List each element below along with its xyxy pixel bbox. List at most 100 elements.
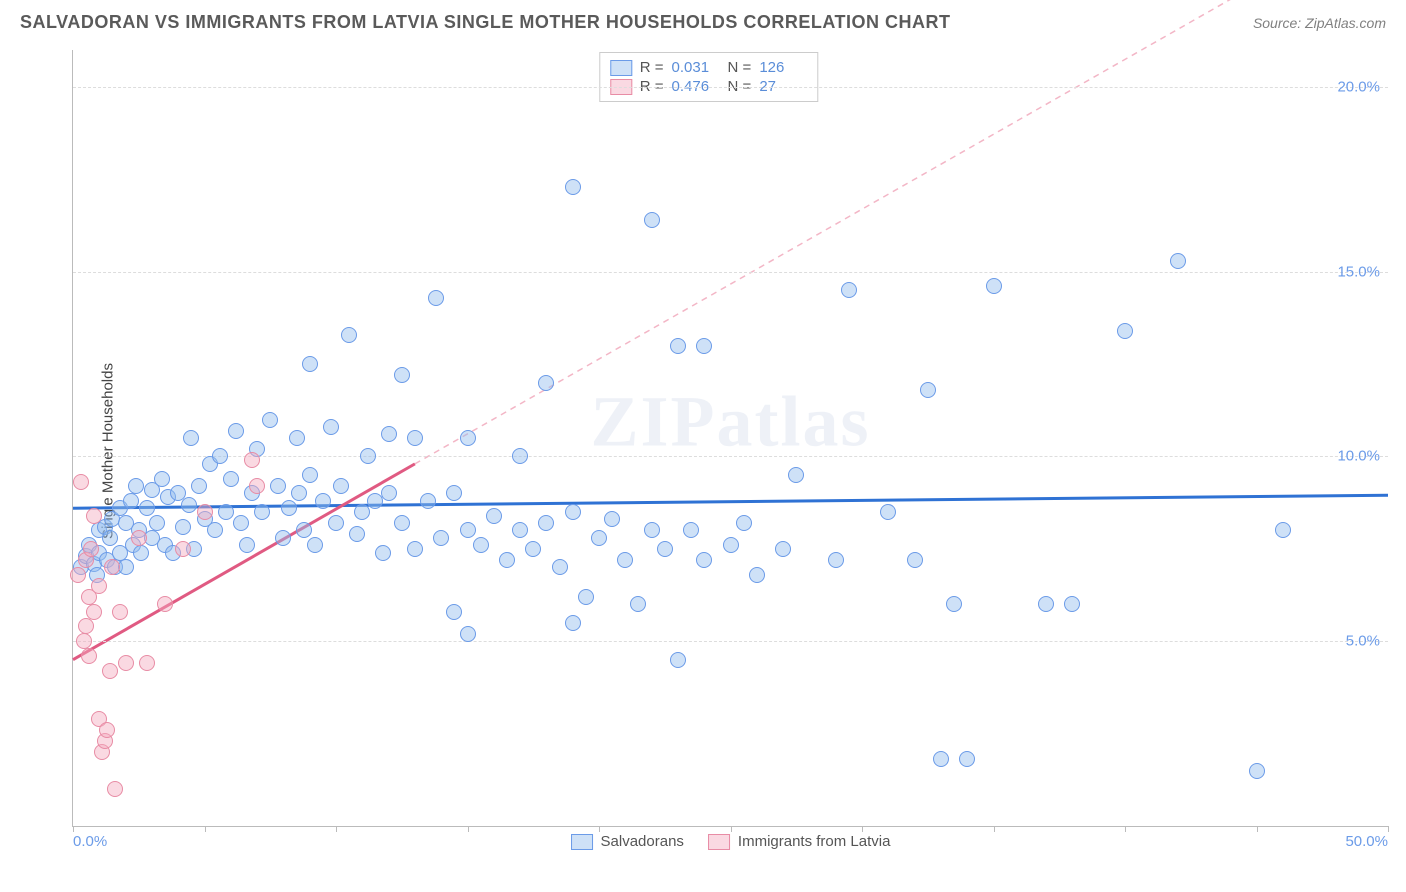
scatter-point	[1117, 323, 1133, 339]
scatter-point	[407, 541, 423, 557]
scatter-point	[394, 515, 410, 531]
scatter-point	[986, 278, 1002, 294]
scatter-point	[407, 430, 423, 446]
scatter-point	[1038, 596, 1054, 612]
scatter-point	[644, 522, 660, 538]
scatter-point	[139, 655, 155, 671]
scatter-point	[670, 338, 686, 354]
scatter-point	[578, 589, 594, 605]
scatter-point	[118, 655, 134, 671]
chart-header: SALVADORAN VS IMMIGRANTS FROM LATVIA SIN…	[0, 0, 1406, 41]
gridline-h	[73, 87, 1388, 88]
scatter-point	[670, 652, 686, 668]
scatter-point	[102, 530, 118, 546]
scatter-point	[723, 537, 739, 553]
scatter-point	[197, 504, 213, 520]
scatter-point	[112, 604, 128, 620]
scatter-point	[270, 478, 286, 494]
scatter-point	[328, 515, 344, 531]
scatter-point	[281, 500, 297, 516]
scatter-point	[133, 545, 149, 561]
scatter-point	[131, 530, 147, 546]
scatter-point	[1249, 763, 1265, 779]
x-tick	[336, 826, 337, 832]
scatter-point	[486, 508, 502, 524]
scatter-point	[604, 511, 620, 527]
scatter-point	[102, 663, 118, 679]
scatter-point	[302, 467, 318, 483]
scatter-point	[394, 367, 410, 383]
scatter-point	[920, 382, 936, 398]
x-tick	[862, 826, 863, 832]
scatter-point	[212, 448, 228, 464]
scatter-point	[275, 530, 291, 546]
scatter-point	[420, 493, 436, 509]
scatter-point	[565, 615, 581, 631]
scatter-point	[86, 508, 102, 524]
scatter-point	[73, 474, 89, 490]
scatter-point	[428, 290, 444, 306]
scatter-point	[630, 596, 646, 612]
scatter-point	[460, 626, 476, 642]
scatter-point	[70, 567, 86, 583]
scatter-point	[262, 412, 278, 428]
scatter-point	[1170, 253, 1186, 269]
scatter-point	[341, 327, 357, 343]
trend-line	[415, 0, 1388, 464]
scatter-point	[657, 541, 673, 557]
scatter-point	[460, 522, 476, 538]
legend-r-value: 0.031	[672, 59, 720, 76]
scatter-point	[473, 537, 489, 553]
scatter-point	[323, 419, 339, 435]
chart-container: Single Mother Households ZIPatlas R =0.0…	[50, 50, 1388, 852]
scatter-point	[552, 559, 568, 575]
scatter-point	[538, 375, 554, 391]
scatter-point	[644, 212, 660, 228]
scatter-point	[880, 504, 896, 520]
scatter-point	[76, 633, 92, 649]
legend-n-value: 126	[759, 59, 807, 76]
legend-series-label: Immigrants from Latvia	[738, 833, 891, 850]
scatter-point	[749, 567, 765, 583]
scatter-point	[128, 478, 144, 494]
legend-series-item: Immigrants from Latvia	[708, 833, 891, 850]
scatter-point	[512, 522, 528, 538]
scatter-point	[157, 596, 173, 612]
scatter-point	[446, 485, 462, 501]
scatter-point	[239, 537, 255, 553]
scatter-point	[78, 618, 94, 634]
x-tick	[599, 826, 600, 832]
scatter-point	[1275, 522, 1291, 538]
scatter-point	[83, 541, 99, 557]
legend-series-label: Salvadorans	[601, 833, 684, 850]
x-tick	[994, 826, 995, 832]
x-tick	[731, 826, 732, 832]
scatter-point	[1064, 596, 1080, 612]
chart-title: SALVADORAN VS IMMIGRANTS FROM LATVIA SIN…	[20, 12, 950, 33]
scatter-point	[223, 471, 239, 487]
scatter-point	[104, 559, 120, 575]
y-tick-label: 20.0%	[1337, 78, 1380, 95]
chart-source: Source: ZipAtlas.com	[1253, 15, 1386, 31]
x-tick-label: 50.0%	[1345, 833, 1388, 850]
scatter-point	[959, 751, 975, 767]
legend-swatch	[610, 60, 632, 76]
scatter-point	[828, 552, 844, 568]
legend-swatch	[708, 834, 730, 850]
scatter-point	[907, 552, 923, 568]
legend-r-label: R =	[640, 59, 664, 76]
legend-stat-row: R =0.031N =126	[610, 59, 808, 76]
x-tick	[1125, 826, 1126, 832]
scatter-point	[446, 604, 462, 620]
x-tick	[205, 826, 206, 832]
scatter-point	[81, 648, 97, 664]
y-tick-label: 15.0%	[1337, 263, 1380, 280]
watermark: ZIPatlas	[590, 381, 870, 464]
scatter-point	[315, 493, 331, 509]
gridline-h	[73, 272, 1388, 273]
scatter-point	[99, 722, 115, 738]
scatter-point	[181, 497, 197, 513]
scatter-point	[207, 522, 223, 538]
trend-line	[73, 495, 1388, 508]
scatter-point	[123, 493, 139, 509]
